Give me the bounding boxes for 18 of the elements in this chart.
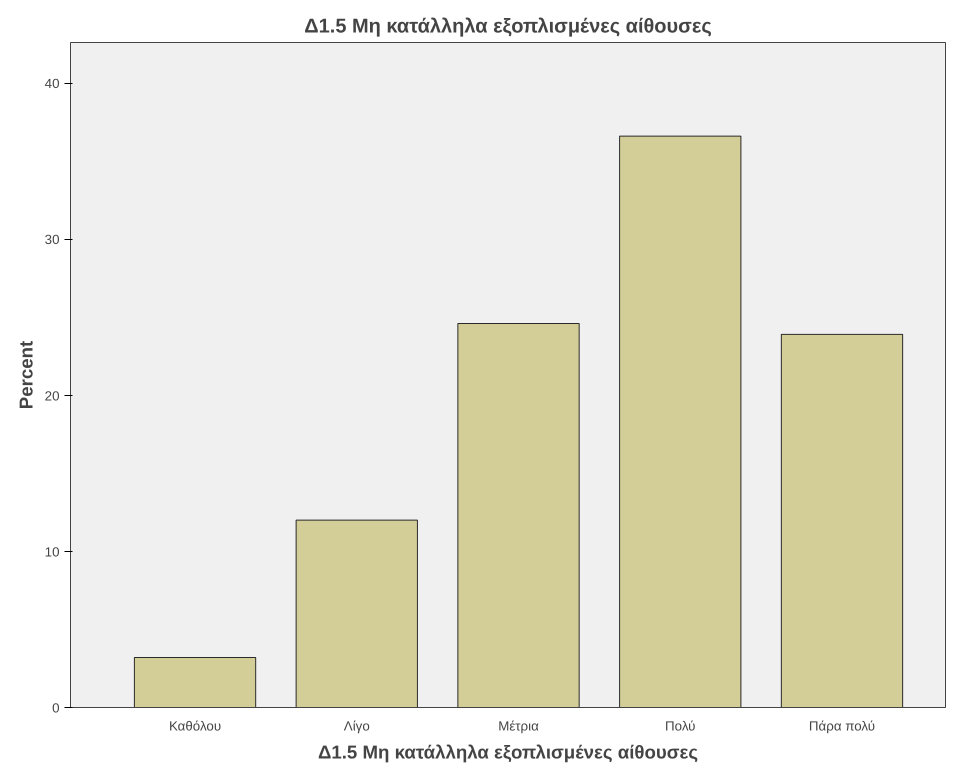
y-tick-label: 30: [44, 232, 60, 248]
x-tick-label: Καθόλου: [168, 718, 222, 734]
bar: [780, 334, 904, 708]
bar: [134, 657, 256, 708]
chart-title: Δ1.5 Μη κατάλληλα εξοπλισμένες αίθουσες: [304, 16, 712, 38]
x-tick-label: Πάρα πολύ: [808, 718, 876, 734]
y-tick-label: 0: [52, 700, 60, 716]
y-tick-label: 40: [44, 76, 60, 92]
x-tick-label: Λίγο: [344, 718, 370, 734]
bar: [457, 322, 580, 708]
x-tick-label: Πολύ: [665, 718, 696, 734]
bar: [296, 520, 418, 708]
x-tick-label: Μέτρια: [498, 718, 540, 734]
y-axis-title: Percent: [16, 340, 37, 410]
y-tick-label: 20: [44, 388, 60, 404]
y-tick-label: 10: [44, 544, 60, 560]
bar: [619, 136, 742, 708]
x-axis-title: Δ1.5 Μη κατάλληλα εξοπλισμένες αίθουσες: [318, 742, 698, 762]
